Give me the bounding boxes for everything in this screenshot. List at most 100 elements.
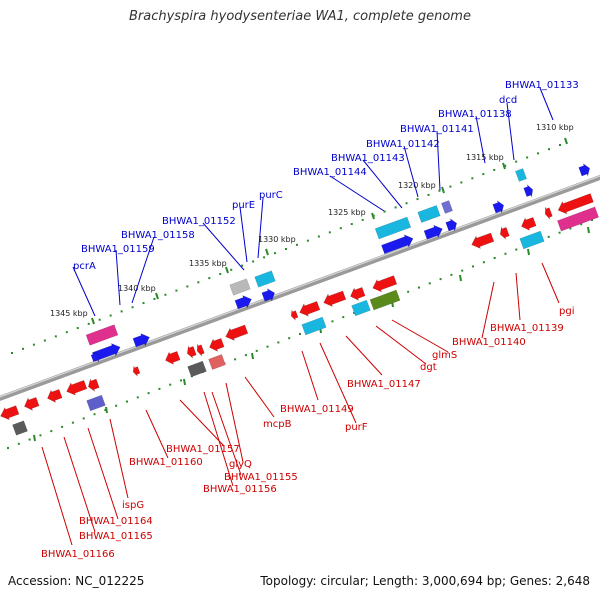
- ruler-tick-label: 1310 kbp: [536, 123, 574, 132]
- ruler-tick: [183, 378, 186, 386]
- leader-line: [541, 262, 560, 304]
- leader-line: [403, 145, 419, 198]
- ruler-dot-upper: [328, 231, 331, 234]
- reverse-feature-box: [557, 206, 599, 232]
- backbone-line: [0, 174, 600, 401]
- forward-gene-arrow: [261, 288, 275, 302]
- reverse-strand-genes: [0, 193, 594, 421]
- ruler-dot-lower: [266, 345, 269, 348]
- ruler-dot-upper: [252, 260, 255, 263]
- forward-gene-label: BHWA1_01152: [162, 216, 236, 227]
- ruler-tick: [33, 434, 36, 442]
- leader-line: [539, 87, 554, 121]
- ruler-dot-upper: [175, 289, 178, 292]
- ruler-dot-upper: [120, 310, 123, 313]
- leader-line: [87, 427, 119, 520]
- ruler-dot-lower: [180, 379, 183, 382]
- ruler-dot-upper: [230, 268, 233, 271]
- ruler-dot-lower: [234, 358, 237, 361]
- ruler-dot-upper: [32, 343, 35, 346]
- forward-feature-box: [441, 200, 453, 214]
- ruler-dot-lower: [255, 349, 258, 352]
- ruler-dot-lower: [299, 333, 301, 335]
- reverse-gene-arrow: [165, 351, 181, 365]
- ruler-dot-lower: [71, 421, 74, 424]
- forward-gene-label: BHWA1_01133: [505, 80, 579, 91]
- leader-line: [41, 446, 73, 546]
- forward-gene-label: BHWA1_01144: [293, 167, 367, 178]
- ruler-dot-lower: [169, 383, 172, 386]
- backbone-highlight: [0, 175, 600, 398]
- reverse-gene-label: BHWA1_01157: [166, 444, 240, 455]
- leader-line: [515, 272, 521, 321]
- reverse-features: [12, 206, 599, 436]
- ruler-dot-lower: [342, 316, 345, 319]
- forward-feature-box: [515, 168, 527, 182]
- leader-line: [319, 342, 357, 424]
- gene-labels: pcrABHWA1_01159BHWA1_01158BHWA1_01152pur…: [41, 80, 579, 560]
- leader-line: [436, 130, 441, 191]
- ruler-tick: [564, 137, 568, 145]
- forward-gene-label: BHWA1_01159: [81, 244, 155, 255]
- reverse-gene-arrow: [88, 378, 100, 392]
- ruler-dot-upper: [65, 331, 68, 334]
- ruler-dot-upper: [460, 181, 463, 184]
- ruler-tick-label: 1315 kbp: [466, 153, 504, 162]
- ruler-tick: [459, 274, 462, 282]
- forward-gene-arrow: [492, 200, 504, 214]
- reverse-gene-label: purF: [345, 422, 368, 433]
- ruler-dot-lower: [244, 354, 247, 357]
- reverse-gene-arrow: [557, 193, 594, 215]
- reverse-gene-label: BHWA1_01147: [347, 379, 421, 390]
- ruler-dot-lower: [439, 278, 442, 281]
- leader-line: [301, 350, 319, 401]
- forward-gene-label: BHWA1_01141: [400, 124, 474, 135]
- reverse-gene-label: BHWA1_01139: [490, 323, 564, 334]
- leader-line: [202, 222, 245, 271]
- ruler-dot-lower: [331, 320, 334, 323]
- forward-gene-arrow: [381, 234, 414, 255]
- ruler-dot-lower: [7, 447, 9, 449]
- ruler-dot-lower: [158, 387, 161, 390]
- ruler-dot-upper: [383, 210, 386, 213]
- ruler-tick: [155, 292, 159, 300]
- reverse-gene-arrow: [372, 275, 398, 293]
- reverse-gene-label: pgi: [559, 306, 574, 317]
- ruler-dot-lower: [407, 290, 410, 293]
- genome-summary-text: Topology: circular; Length: 3,000,694 bp…: [260, 574, 590, 588]
- forward-gene-arrow: [578, 163, 590, 177]
- reverse-gene-arrow: [299, 301, 321, 317]
- ruler-dot-upper: [416, 198, 419, 201]
- reverse-feature-box: [12, 420, 28, 436]
- reverse-gene-label: glyQ: [229, 459, 252, 470]
- ruler-dot-lower: [580, 223, 583, 226]
- reverse-gene-label: BHWA1_01149: [280, 404, 354, 415]
- reverse-gene-arrow: [323, 290, 347, 307]
- ruler-dot-lower: [504, 252, 507, 255]
- ruler-dot-upper: [493, 168, 496, 171]
- ruler-dot-upper: [54, 335, 57, 338]
- forward-feature-box: [254, 270, 276, 288]
- ruler-dot-lower: [93, 413, 96, 416]
- ruler-dot-upper: [43, 339, 46, 342]
- ruler-dot-upper: [504, 164, 507, 167]
- ruler-dot-upper: [361, 218, 364, 221]
- ruler-dot-lower: [28, 438, 31, 441]
- accession-text: Accession: NC_012225: [8, 574, 145, 588]
- ruler-dot-lower: [277, 341, 280, 344]
- ruler-dot-upper: [21, 347, 24, 350]
- ruler-dot-upper: [274, 252, 277, 255]
- reverse-gene-label: BHWA1_01164: [79, 516, 153, 527]
- reverse-gene-arrow: [544, 206, 553, 220]
- forward-feature-box: [229, 278, 251, 296]
- ruler-dot-upper: [241, 264, 244, 267]
- forward-feature-box: [374, 216, 412, 240]
- ruler-dot-upper: [339, 227, 342, 230]
- forward-gene-label: BHWA1_01142: [366, 139, 440, 150]
- leader-line: [362, 159, 403, 209]
- reverse-gene-arrow: [521, 217, 537, 231]
- ruler-dot-upper: [317, 235, 320, 238]
- ruler-tick-label: 1345 kbp: [50, 309, 88, 318]
- reverse-gene-arrow: [209, 338, 225, 352]
- ruler-tick: [251, 352, 254, 360]
